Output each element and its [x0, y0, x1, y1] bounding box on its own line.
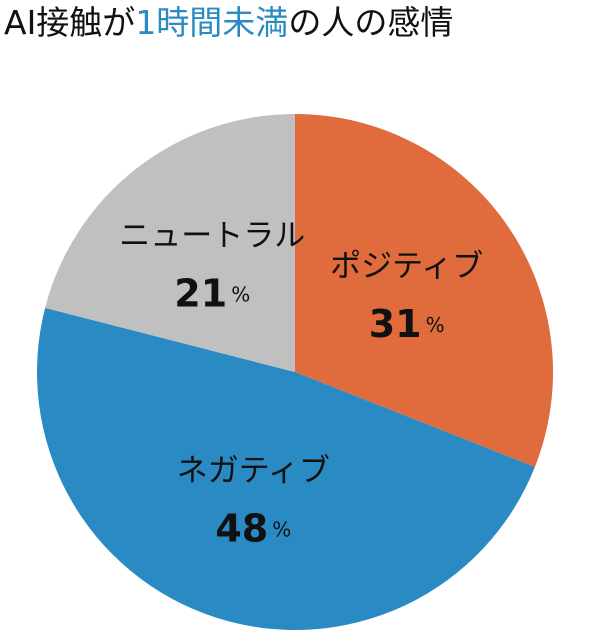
value-unit: %: [272, 517, 291, 541]
pie-slice: [295, 114, 553, 467]
value-label: 21%: [174, 271, 250, 315]
value-unit: %: [426, 313, 445, 337]
value-number: 48: [215, 506, 268, 550]
title-part: AI接触が: [4, 3, 135, 42]
slice-label: ネガティブ: [177, 453, 330, 489]
chart-title: AI接触が1時間未満の人の感情: [4, 3, 453, 42]
slice-label: ニュートラル: [119, 218, 305, 254]
title-part: 1時間未満: [135, 3, 288, 42]
pie-slice: [45, 114, 295, 372]
value-number: 31: [369, 302, 422, 346]
value-number: 21: [174, 271, 227, 315]
value-label: 48%: [215, 506, 291, 550]
value-unit: %: [231, 282, 250, 306]
title-part: の人の感情: [288, 3, 453, 42]
slice-label: ポジティブ: [330, 249, 483, 285]
pie-slice: [36, 307, 535, 630]
value-label: 31%: [369, 302, 445, 346]
